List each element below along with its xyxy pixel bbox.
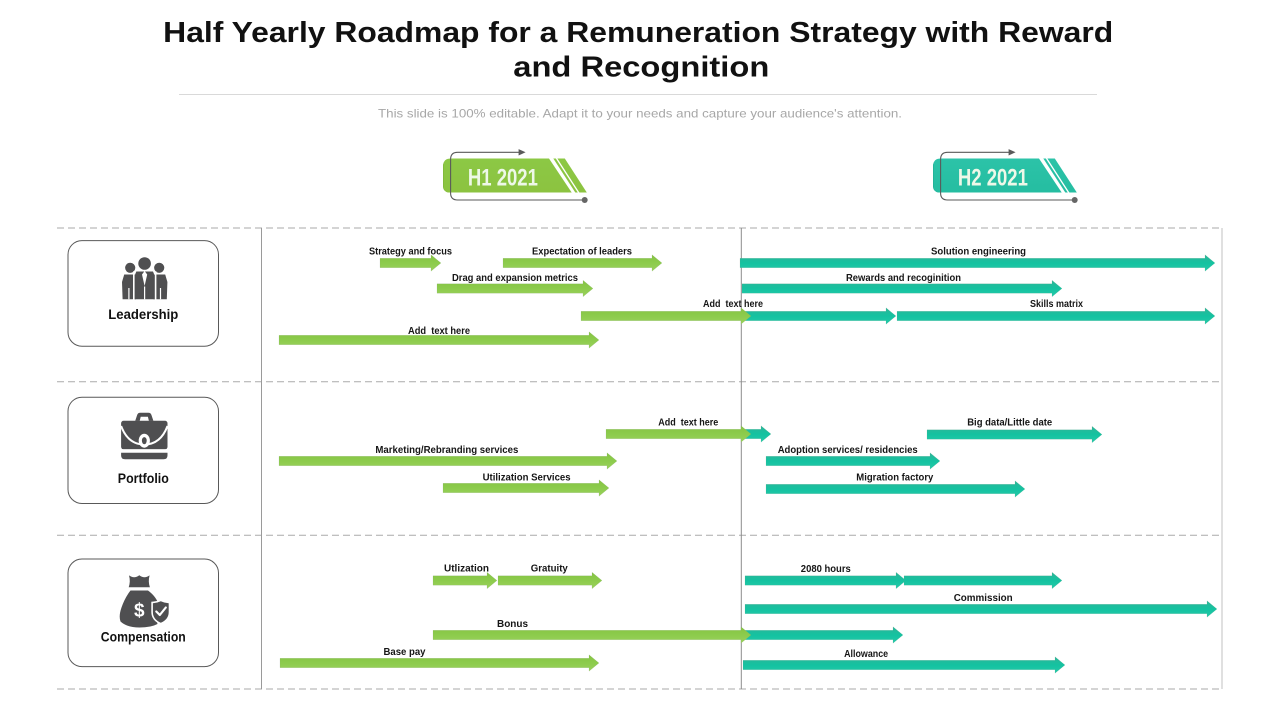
svg-text:Add text here: Add text here bbox=[703, 299, 763, 310]
svg-text:Compensation: Compensation bbox=[101, 630, 186, 645]
svg-text:Allowance: Allowance bbox=[844, 649, 888, 660]
svg-text:Utilization Services: Utilization Services bbox=[483, 473, 571, 484]
svg-text:$: $ bbox=[134, 601, 145, 622]
svg-text:Gratuity: Gratuity bbox=[531, 563, 568, 574]
svg-text:Migration factory: Migration factory bbox=[856, 473, 933, 484]
svg-text:Rewards and recoginition: Rewards and recoginition bbox=[846, 273, 961, 284]
svg-text:Marketing/Rebranding services: Marketing/Rebranding services bbox=[375, 445, 518, 456]
svg-text:Expectation of leaders: Expectation of leaders bbox=[532, 247, 632, 258]
svg-text:Base pay: Base pay bbox=[384, 647, 426, 658]
svg-text:Bonus: Bonus bbox=[497, 619, 528, 630]
svg-text:Big data/Little date: Big data/Little date bbox=[967, 418, 1052, 429]
svg-text:Commission: Commission bbox=[954, 593, 1013, 604]
svg-text:H2 2021: H2 2021 bbox=[958, 164, 1028, 191]
svg-text:Drag and expansion metrics: Drag and expansion metrics bbox=[452, 273, 578, 284]
svg-text:2080 hours: 2080 hours bbox=[801, 564, 851, 575]
svg-text:Add text here: Add text here bbox=[408, 326, 470, 337]
svg-text:and Recognition: and Recognition bbox=[513, 52, 769, 84]
svg-text:H1 2021: H1 2021 bbox=[468, 164, 538, 191]
svg-text:Skills matrix: Skills matrix bbox=[1030, 299, 1083, 310]
svg-text:Solution engineering: Solution engineering bbox=[931, 247, 1026, 258]
svg-text:Add text here: Add text here bbox=[658, 418, 718, 429]
svg-text:Adoption services/ residencies: Adoption services/ residencies bbox=[778, 445, 918, 456]
svg-text:Leadership: Leadership bbox=[108, 307, 178, 322]
svg-text:Half Yearly Roadmap for a Remu: Half Yearly Roadmap for a Remuneration S… bbox=[163, 17, 1113, 49]
svg-text:Portfolio: Portfolio bbox=[118, 471, 169, 486]
svg-text:Strategy and focus: Strategy and focus bbox=[369, 247, 452, 258]
svg-text:This slide is 100% editable. A: This slide is 100% editable. Adapt it to… bbox=[378, 107, 902, 121]
svg-text:Utlization: Utlization bbox=[444, 563, 489, 574]
